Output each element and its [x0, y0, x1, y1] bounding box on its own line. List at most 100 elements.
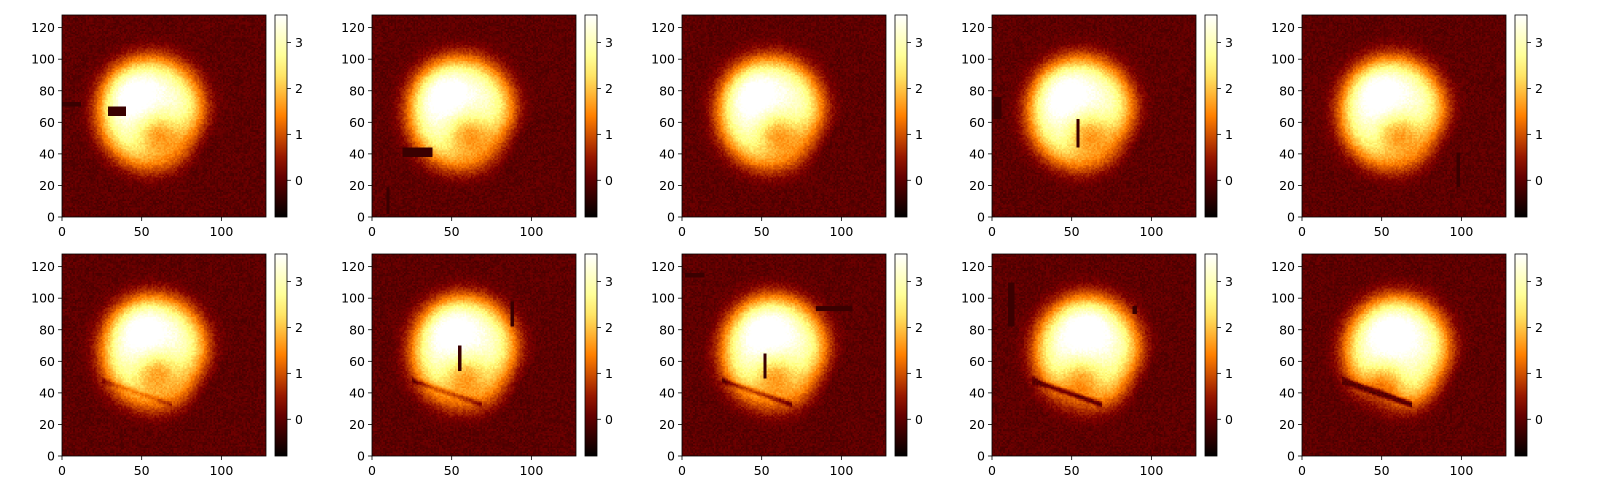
x-tick-label: 0	[1298, 224, 1306, 239]
y-tick-label: 40	[349, 385, 365, 400]
colorbar-tick-label: 1	[295, 127, 303, 142]
colorbar-tick-label: 1	[605, 366, 613, 381]
y-tick-label: 40	[349, 146, 365, 161]
x-tick-label: 100	[1449, 463, 1473, 478]
heatmap-panel-4: 0 50 100 0 20 40 60 80 100 120 0 1 2 3	[961, 14, 1233, 239]
x-tick-label: 100	[519, 224, 543, 239]
x-tick-label: 0	[368, 463, 376, 478]
heatmap-panel-5: 0 50 100 0 20 40 60 80 100 120 0 1 2 3	[1271, 14, 1543, 239]
colorbar-tick-label: 1	[1535, 366, 1543, 381]
y-tick-label: 80	[1279, 322, 1295, 337]
colorbar-tick-label: 1	[295, 366, 303, 381]
x-tick-label: 50	[1064, 463, 1080, 478]
axes-frame	[371, 253, 577, 457]
heatmap-panel-6: 0 50 100 0 20 40 60 80 100 120 0 1 2 3	[31, 253, 303, 478]
y-tick-label: 0	[47, 210, 55, 225]
x-tick-label: 100	[209, 463, 233, 478]
y-tick-label: 0	[977, 449, 985, 464]
colorbar-tick-label: 0	[295, 412, 303, 427]
y-tick-label: 20	[349, 178, 365, 193]
axes-frame	[1301, 14, 1507, 218]
x-tick-label: 100	[209, 224, 233, 239]
colorbar	[584, 14, 598, 218]
colorbar-tick-label: 1	[605, 127, 613, 142]
axes-frame	[991, 253, 1197, 457]
y-tick-label: 80	[39, 83, 55, 98]
heatmap-image	[992, 15, 1196, 217]
heatmap-panel-2: 0 50 100 0 20 40 60 80 100 120 0 1 2 3	[341, 14, 613, 239]
heatmap-image	[62, 15, 266, 217]
y-tick-label: 0	[667, 210, 675, 225]
x-tick-label: 0	[678, 463, 686, 478]
colorbar-tick-label: 2	[295, 320, 303, 335]
heatmap-panel-3: 0 50 100 0 20 40 60 80 100 120 0 1 2 3	[651, 14, 923, 239]
y-tick-label: 20	[349, 417, 365, 432]
x-tick-label: 50	[134, 463, 150, 478]
colorbar-tick-label: 3	[1535, 274, 1543, 289]
y-tick-label: 120	[1271, 259, 1295, 274]
y-tick-label: 0	[1287, 210, 1295, 225]
colorbar-tick-label: 3	[295, 35, 303, 50]
colorbar-tick-label: 3	[915, 274, 923, 289]
colorbar	[894, 253, 908, 457]
y-tick-label: 40	[39, 385, 55, 400]
colorbar-tick-label: 3	[915, 35, 923, 50]
y-tick-label: 80	[1279, 83, 1295, 98]
x-tick-label: 0	[988, 224, 996, 239]
colorbar	[1514, 253, 1528, 457]
x-tick-label: 100	[519, 463, 543, 478]
colorbar-tick-label: 0	[295, 173, 303, 188]
heatmap-image	[682, 15, 886, 217]
y-tick-label: 80	[659, 322, 675, 337]
y-tick-label: 80	[969, 83, 985, 98]
colorbar-tick-label: 0	[1535, 173, 1543, 188]
y-tick-label: 20	[659, 178, 675, 193]
axes-frame	[681, 253, 887, 457]
y-tick-label: 20	[39, 417, 55, 432]
heatmap-image	[372, 254, 576, 456]
y-tick-label: 60	[659, 115, 675, 130]
y-tick-label: 40	[1279, 146, 1295, 161]
x-tick-label: 0	[58, 463, 66, 478]
y-tick-label: 40	[1279, 385, 1295, 400]
colorbar-tick-label: 0	[1225, 173, 1233, 188]
y-tick-label: 60	[969, 115, 985, 130]
y-tick-label: 100	[651, 52, 675, 67]
colorbar-tick-label: 1	[915, 366, 923, 381]
axes-frame	[61, 253, 267, 457]
colorbar-tick-label: 3	[605, 274, 613, 289]
y-tick-label: 60	[659, 354, 675, 369]
y-tick-label: 0	[977, 210, 985, 225]
y-tick-label: 0	[357, 210, 365, 225]
x-tick-label: 100	[829, 463, 853, 478]
y-tick-label: 120	[31, 20, 55, 35]
colorbar	[274, 253, 288, 457]
y-tick-label: 100	[651, 291, 675, 306]
heatmap-image	[1302, 15, 1506, 217]
x-tick-label: 50	[444, 224, 460, 239]
x-tick-label: 100	[1139, 463, 1163, 478]
x-tick-label: 50	[754, 463, 770, 478]
colorbar-tick-label: 2	[1535, 320, 1543, 335]
axes-frame	[681, 14, 887, 218]
y-tick-label: 120	[651, 259, 675, 274]
y-tick-label: 20	[1279, 178, 1295, 193]
y-tick-label: 40	[39, 146, 55, 161]
colorbar-tick-label: 2	[1225, 81, 1233, 96]
heatmap-image	[682, 254, 886, 456]
x-tick-label: 50	[754, 224, 770, 239]
colorbar-tick-label: 3	[295, 274, 303, 289]
x-tick-label: 0	[1298, 463, 1306, 478]
colorbar-tick-label: 1	[1225, 127, 1233, 142]
colorbar	[1204, 253, 1218, 457]
colorbar	[584, 253, 598, 457]
x-tick-label: 50	[1374, 463, 1390, 478]
y-tick-label: 60	[39, 354, 55, 369]
x-tick-label: 100	[1449, 224, 1473, 239]
colorbar-tick-label: 1	[915, 127, 923, 142]
heatmap-panel-7: 0 50 100 0 20 40 60 80 100 120 0 1 2 3	[341, 253, 613, 478]
colorbar-tick-label: 1	[1535, 127, 1543, 142]
y-tick-label: 20	[1279, 417, 1295, 432]
heatmap-image	[62, 254, 266, 456]
y-tick-label: 120	[651, 20, 675, 35]
